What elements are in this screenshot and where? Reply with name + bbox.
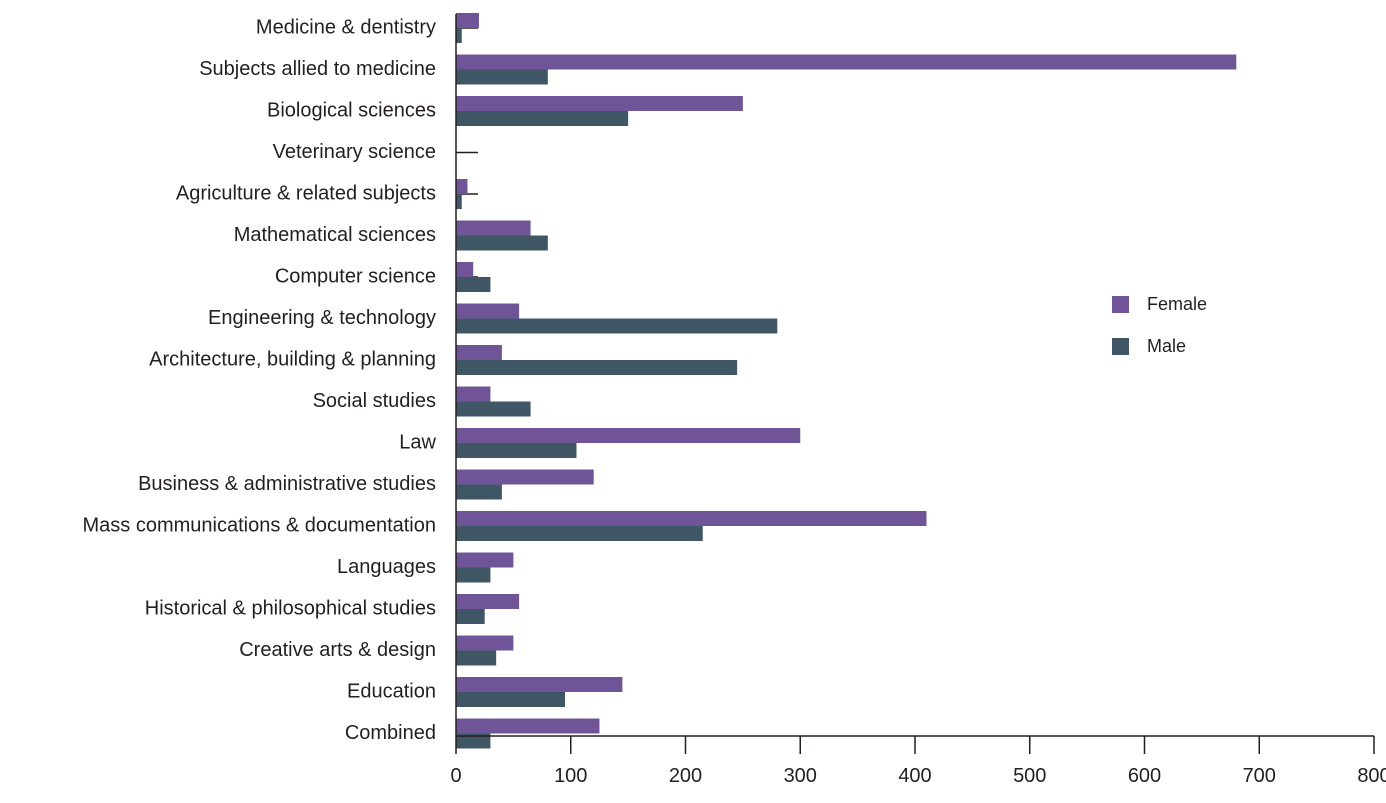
axis-layer: [456, 27, 478, 735]
bar-female-1: [456, 54, 1237, 70]
category-label: Historical & philosophical studies: [145, 597, 436, 619]
category-label: Languages: [337, 556, 436, 578]
bar-male-17: [456, 733, 491, 749]
bar-female-11: [456, 469, 594, 485]
bar-female-8: [456, 345, 502, 360]
bar-male-6: [456, 277, 491, 292]
bar-female-12: [456, 511, 927, 526]
bar-female-6: [456, 262, 474, 277]
bar-male-5: [456, 235, 548, 251]
bar-female-17: [456, 718, 600, 734]
bar-male-7: [456, 318, 778, 334]
bars-layer: [456, 13, 1237, 749]
bar-male-10: [456, 443, 577, 458]
bar-male-4: [456, 194, 462, 209]
category-label: Engineering & technology: [208, 307, 436, 329]
legend-label-female: Female: [1147, 294, 1207, 314]
bar-male-0: [456, 28, 462, 43]
category-label: Agriculture & related subjects: [176, 182, 436, 204]
x-tick-label: 100: [554, 765, 587, 787]
bar-male-11: [456, 484, 502, 500]
legend-label-male: Male: [1147, 336, 1186, 356]
category-label: Business & administrative studies: [138, 473, 436, 495]
bar-female-10: [456, 428, 801, 443]
category-label: Combined: [345, 722, 436, 744]
bar-male-1: [456, 69, 548, 85]
bar-male-16: [456, 692, 566, 707]
category-label: Medicine & dentistry: [256, 16, 436, 38]
bar-female-2: [456, 96, 743, 111]
bar-male-15: [456, 650, 497, 666]
x-tick-label: 0: [450, 765, 461, 787]
category-label: Biological sciences: [267, 99, 436, 121]
legend: Female Male: [1112, 294, 1207, 356]
category-label: Veterinary science: [273, 141, 436, 163]
bar-female-13: [456, 552, 514, 568]
bar-male-14: [456, 609, 485, 624]
x-tick-label: 600: [1128, 765, 1161, 787]
category-label: Computer science: [275, 265, 436, 287]
category-label: Social studies: [313, 390, 436, 412]
bar-female-4: [456, 179, 468, 194]
category-label: Law: [399, 431, 436, 453]
x-tick-label: 800: [1357, 765, 1386, 787]
x-tick-label: 300: [784, 765, 817, 787]
bar-female-15: [456, 635, 514, 651]
x-tick-label: 200: [669, 765, 702, 787]
category-label: Mass communications & documentation: [83, 514, 437, 536]
legend-swatch-female: [1112, 296, 1129, 313]
legend-swatch-male: [1112, 338, 1129, 355]
bar-female-14: [456, 594, 520, 609]
category-label: Architecture, building & planning: [149, 348, 436, 370]
bar-male-13: [456, 567, 491, 583]
category-label: Creative arts & design: [239, 639, 436, 661]
category-labels: Medicine & dentistry Subjects allied to m…: [83, 16, 437, 744]
category-label: Subjects allied to medicine: [199, 58, 436, 80]
bar-female-16: [456, 677, 623, 692]
bar-female-7: [456, 303, 520, 319]
category-label: Mathematical sciences: [234, 224, 436, 246]
bar-female-9: [456, 386, 491, 402]
bar-male-12: [456, 526, 703, 541]
bar-male-9: [456, 401, 531, 417]
bar-female-0: [456, 13, 479, 28]
category-label: Education: [347, 680, 436, 702]
bar-female-5: [456, 220, 531, 236]
x-tick-label: 700: [1243, 765, 1276, 787]
x-tick-label: 500: [1013, 765, 1046, 787]
x-tick-label: 400: [898, 765, 931, 787]
bar-male-2: [456, 111, 629, 126]
bar-male-8: [456, 360, 738, 375]
